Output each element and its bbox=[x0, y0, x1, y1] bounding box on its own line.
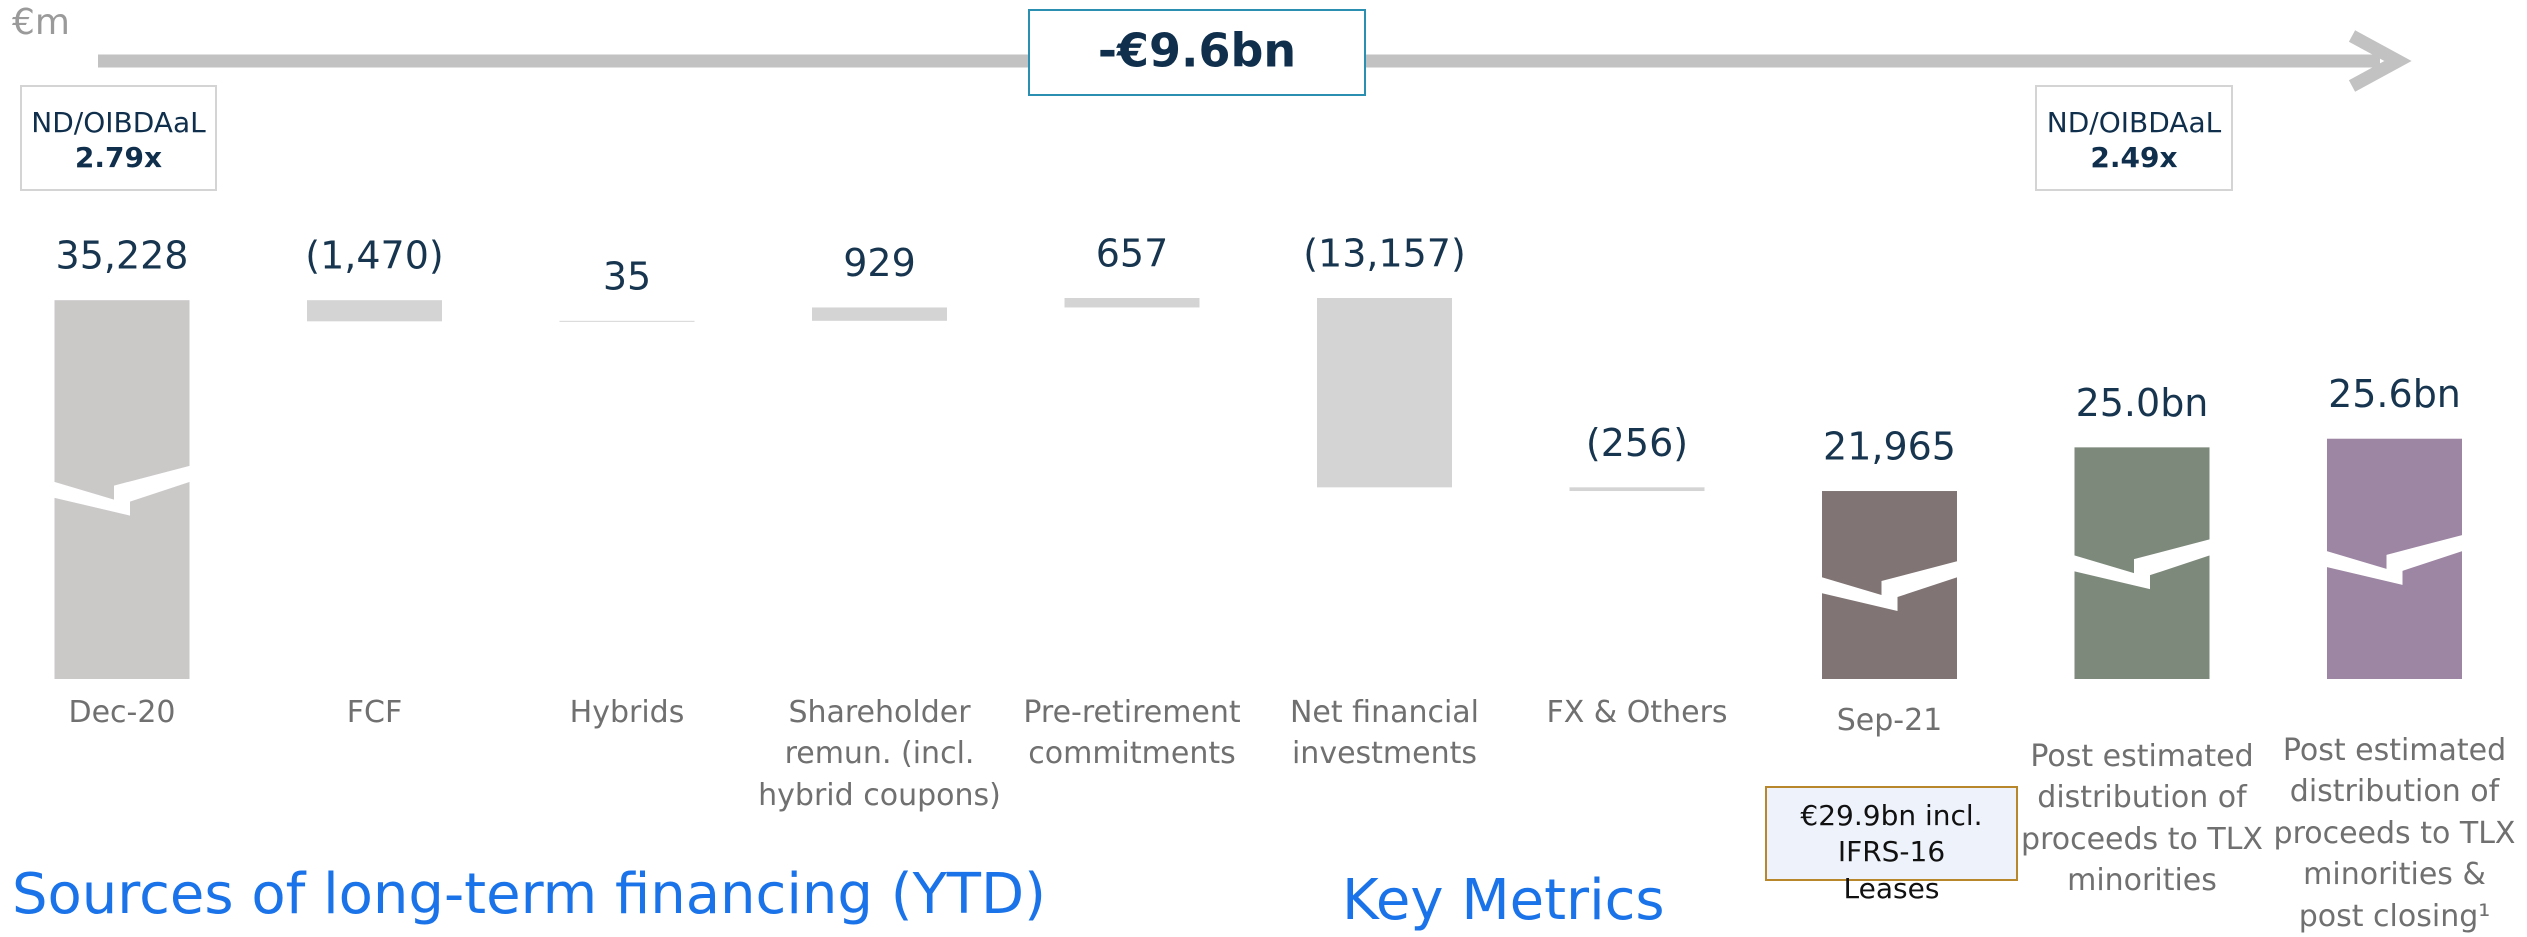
axis-break bbox=[1821, 561, 1958, 612]
value-label: 657 bbox=[1096, 232, 1169, 276]
unit-label: €m bbox=[12, 2, 70, 43]
leverage-value: 2.49x bbox=[2090, 141, 2178, 174]
bar bbox=[307, 300, 442, 322]
bar bbox=[1569, 487, 1705, 492]
category-label: Post estimated distribution of proceeds … bbox=[2021, 739, 2263, 899]
value-label: 25.0bn bbox=[2076, 381, 2209, 425]
bar bbox=[1064, 298, 1200, 308]
value-label: 929 bbox=[843, 241, 916, 285]
category-label: Net financial investments bbox=[1289, 695, 1480, 772]
category-label: Shareholder remun. (incl. hybrid coupons… bbox=[758, 695, 1001, 813]
category-label: Post estimated distribution of proceeds … bbox=[2273, 733, 2516, 934]
bar bbox=[812, 307, 947, 321]
category-label: FX & Others bbox=[1546, 695, 1728, 730]
leverage-label: ND/OIBDAaL bbox=[2046, 106, 2222, 139]
axis-break bbox=[2073, 539, 2211, 590]
total-change-box bbox=[1028, 9, 1366, 96]
leverage-end-box: ND/OIBDAaL 2.49x bbox=[2035, 85, 2233, 191]
value-label: (256) bbox=[1586, 421, 1688, 465]
leverage-start-box: ND/OIBDAaL 2.79x bbox=[20, 85, 217, 191]
leverage-value: 2.79x bbox=[74, 141, 163, 174]
arrow-head bbox=[2348, 30, 2412, 92]
axis-break bbox=[53, 465, 191, 516]
category-label: Hybrids bbox=[569, 695, 685, 730]
total-change: -€9.6bn bbox=[1098, 24, 1296, 78]
value-label: 35,228 bbox=[56, 234, 189, 278]
value-label: 25.6bn bbox=[2328, 372, 2461, 416]
bar bbox=[1317, 298, 1452, 488]
bar bbox=[559, 320, 695, 322]
category-label: Pre-retirement commitments bbox=[1023, 695, 1241, 772]
value-label: (1,470) bbox=[305, 234, 443, 278]
value-label: 35 bbox=[603, 254, 651, 298]
category-label: FCF bbox=[346, 695, 403, 730]
category-label: Sep-21 bbox=[1836, 703, 1943, 738]
leverage-label: ND/OIBDAaL bbox=[31, 106, 206, 139]
category-label: Dec-20 bbox=[68, 695, 176, 730]
axis-break bbox=[2326, 534, 2463, 585]
value-label: 21,965 bbox=[1823, 425, 1956, 469]
section-heading: Sources of long-term financing (YTD) bbox=[12, 862, 1046, 927]
section-heading: Key Metrics bbox=[1342, 868, 1665, 933]
note-box: €29.9bn incl. IFRS-16 Leases bbox=[1765, 786, 2018, 905]
value-label: (13,157) bbox=[1303, 232, 1466, 276]
